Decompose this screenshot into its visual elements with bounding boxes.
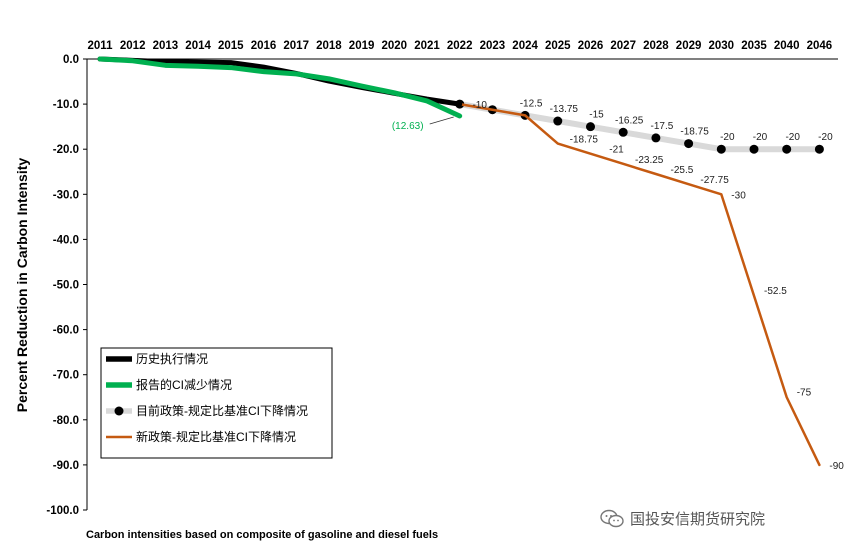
x-tick-label: 2028 xyxy=(643,40,669,52)
y-tick-label: -60.0 xyxy=(53,325,79,337)
data-label: -18.75 xyxy=(570,135,599,146)
data-label: -15 xyxy=(589,110,604,121)
data-label: -75 xyxy=(797,387,812,398)
data-label: -13.75 xyxy=(550,104,579,115)
series-point xyxy=(814,144,824,154)
x-tick-label: 2018 xyxy=(316,40,342,52)
series-point xyxy=(684,139,694,149)
data-label: -21 xyxy=(609,145,624,156)
series-line-3 xyxy=(458,102,821,467)
y-tick-label: 0.0 xyxy=(63,54,79,66)
x-tick-label: 2026 xyxy=(578,40,604,52)
y-tick-label: -100.0 xyxy=(46,505,79,517)
data-label: -52.5 xyxy=(764,286,787,297)
series-point xyxy=(716,144,726,154)
x-tick-label: 2024 xyxy=(512,40,538,52)
y-tick-label: -20.0 xyxy=(53,144,79,156)
data-label: -30 xyxy=(731,190,746,201)
x-tick-label: 2029 xyxy=(676,40,702,52)
legend-label: 报告的CI减少情况 xyxy=(136,377,232,392)
data-label: -20 xyxy=(720,132,735,143)
x-tick-label: 2046 xyxy=(807,40,833,52)
x-tick-label: 2030 xyxy=(709,40,735,52)
y-tick-label: -40.0 xyxy=(53,234,79,246)
y-tick-label: -30.0 xyxy=(53,189,79,201)
annotation-label: (12.63) xyxy=(392,121,424,132)
data-label: -16.25 xyxy=(615,115,644,126)
y-tick-label: -70.0 xyxy=(53,370,79,382)
data-label: -20 xyxy=(785,132,800,143)
x-tick-label: 2040 xyxy=(774,40,800,52)
legend-box xyxy=(100,347,333,459)
watermark: 国投安信期货研究院 xyxy=(600,508,765,529)
series-point xyxy=(618,127,628,137)
data-label: -12.5 xyxy=(520,98,543,109)
data-label: -10 xyxy=(472,100,487,111)
data-label: -23.25 xyxy=(635,155,664,166)
y-axis-label: Percent Reduction in Carbon Intensity xyxy=(14,158,30,413)
series-point xyxy=(586,122,595,132)
x-tick-label: 2022 xyxy=(447,40,473,52)
y-tick-label: -90.0 xyxy=(53,460,79,472)
data-label: -27.75 xyxy=(700,175,729,186)
data-label: -20 xyxy=(753,132,768,143)
x-tick-label: 2011 xyxy=(88,40,114,52)
data-label: -20 xyxy=(818,132,833,143)
legend-label: 目前政策-规定比基准CI下降情况 xyxy=(136,403,308,418)
x-tick-label: 2017 xyxy=(283,40,309,52)
series-line-1 xyxy=(97,56,463,119)
x-tick-label: 2012 xyxy=(120,40,146,52)
x-tick-label: 2021 xyxy=(414,40,440,52)
data-label: -90 xyxy=(829,461,844,472)
legend-label: 历史执行情况 xyxy=(136,352,208,366)
series-point xyxy=(782,144,792,154)
data-label: -17.5 xyxy=(651,121,674,132)
footnote: Carbon intensities based on composite of… xyxy=(86,529,439,541)
legend-label: 新政策-规定比基准CI下降情况 xyxy=(136,429,296,444)
y-tick-label: -50.0 xyxy=(53,280,79,292)
series-point xyxy=(749,144,759,154)
x-tick-label: 2019 xyxy=(349,40,375,52)
x-tick-label: 2013 xyxy=(153,40,179,52)
watermark-text: 国投安信期货研究院 xyxy=(630,511,766,528)
y-tick-labels: 0.0 -10.0 -20.0 -30.0 -40.0 -50.0 -60.0 -70.0 -8… xyxy=(46,54,87,517)
legend: 历史执行情况报告的CI减少情况目前政策-规定比基准CI下降情况新政策-规定比基准… xyxy=(100,347,333,459)
legend-marker xyxy=(114,406,124,416)
data-labels: -10 -12.5 -13.75 -15 -16.25 -17.5 -18.75 -20 -20… xyxy=(392,98,844,472)
x-tick-label: 2025 xyxy=(545,40,571,52)
y-tick-label: -10.0 xyxy=(53,99,79,111)
annotation-leader xyxy=(429,116,454,125)
data-label: -25.5 xyxy=(671,165,694,176)
series-point xyxy=(553,116,563,126)
x-tick-label: 2016 xyxy=(251,40,277,52)
series-layer xyxy=(97,56,824,467)
x-tick-label: 2023 xyxy=(480,40,506,52)
x-tick-label: 2015 xyxy=(218,40,244,52)
y-tick-label: -80.0 xyxy=(53,415,79,427)
x-tick-label: 2014 xyxy=(185,40,211,52)
series-point xyxy=(651,133,661,143)
wechat-icon xyxy=(600,509,624,529)
data-label: -18.75 xyxy=(680,127,709,138)
x-tick-labels: 2011 2012 2013 2014 2015 2016 2017 2018 2019 2020… xyxy=(88,40,833,52)
x-tick-label: 2035 xyxy=(741,40,767,52)
x-tick-label: 2027 xyxy=(610,40,636,52)
x-tick-label: 2020 xyxy=(382,40,408,52)
